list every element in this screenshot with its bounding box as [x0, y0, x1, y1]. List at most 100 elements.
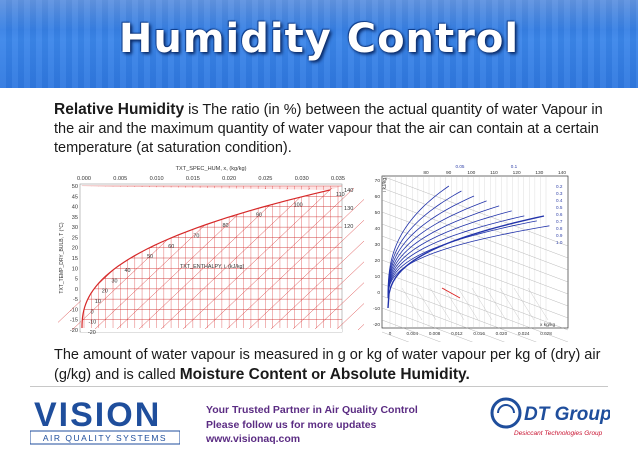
enthalpy-tick-label: 40: [124, 268, 130, 274]
marker-line: [441, 287, 461, 299]
x-tick-label: 0.015: [186, 176, 200, 182]
rh-curve: [387, 185, 450, 299]
enthalpy-line: [381, 223, 569, 295]
top-axis-label: TXT_SPEC_HUM, x, (kg/kg): [176, 166, 247, 172]
enthalpy-line: [381, 271, 569, 343]
x-tick-label: 0.028: [540, 331, 552, 336]
fog-line: [513, 287, 535, 321]
y-tick-label: 25: [72, 235, 78, 241]
y-tick-label: 20: [72, 246, 78, 252]
fog-line: [485, 287, 507, 321]
svg-text:Desiccant Technologies Group: Desiccant Technologies Group: [514, 430, 603, 437]
y-tick-label: 30: [375, 242, 381, 248]
x-axis-label: x kg/kg: [540, 322, 556, 328]
relative-humidity-definition: is The ratio (in %) between the actual q…: [54, 102, 603, 156]
y-tick-label: 10: [375, 274, 381, 280]
rh-curve: [387, 215, 525, 299]
fog-line: [401, 287, 423, 321]
enthalpy-tick-label: 90: [256, 213, 262, 219]
y-tick-label: 5: [75, 277, 78, 283]
mask: [81, 186, 330, 329]
svg-text:AIR QUALITY SYSTEMS: AIR QUALITY SYSTEMS: [43, 433, 167, 443]
absolute-humidity-term: Absolute Humidity.: [329, 366, 470, 383]
y-tick-label: 60: [375, 194, 381, 200]
x-tick-label: 0.016: [473, 331, 485, 336]
title-banner: Humidity Control: [0, 0, 638, 88]
enthalpy-tick-label: 20: [102, 289, 108, 295]
y-tick-label: -5: [73, 297, 78, 303]
fog-line: [415, 287, 437, 321]
y-tick-label: -10: [373, 306, 380, 312]
mask-bottom: [81, 329, 342, 332]
x-tick-label: 0.030: [295, 176, 309, 182]
y-tick-label: 0: [75, 287, 78, 293]
top-rh-label: 0.1: [511, 164, 518, 169]
saturation-curve: [81, 189, 331, 329]
relative-humidity-term: Relative Humidity: [54, 101, 185, 118]
x-tick-label: 0.012: [451, 331, 463, 336]
mollier-chart-blue: 80 90 100 110 120 130 140 0.05 0.1 70 60 50 40 30 20 10…: [368, 162, 586, 403]
footer-contact-text: Your Trusted Partner in Air Quality Cont…: [206, 403, 418, 447]
enthalpy-tick-label: -20: [88, 330, 96, 336]
y-tick-label: -20: [70, 328, 78, 334]
website-link[interactable]: www.visionaq.com: [206, 433, 301, 445]
y-tick-label: 0: [377, 290, 380, 296]
enthalpy-tick-label: 80: [223, 223, 229, 229]
psychrometric-chart-red: TXT_SPEC_HUM, x, (kg/kg) 0.000 0.005 0.010 0…: [49, 162, 531, 342]
y-axis-label: TXT_TEMP_DRY_BULB, T (°C): [59, 222, 65, 294]
y-tick-label: 45: [72, 194, 78, 200]
top-tick-label: 140: [558, 170, 566, 176]
follow-text: Please follow us for more updates: [206, 418, 377, 431]
enthalpy-line: [381, 187, 569, 259]
rh-tick-label: 0.7: [556, 219, 563, 224]
x-tick-label: 0.004: [407, 331, 419, 336]
y-tick-label: 40: [375, 226, 381, 232]
y-axis-label: i kJ/kg: [382, 178, 388, 192]
enthalpy-line: [137, 187, 289, 331]
y-tick-label: 35: [72, 215, 78, 221]
y-tick-label: 20: [375, 258, 381, 264]
enthalpy-line: [381, 259, 569, 331]
enthalpy-line: [225, 187, 377, 331]
rh-tick-label: 0.9: [556, 233, 563, 238]
right-tick-label: 130: [344, 206, 353, 212]
enthalpy-line: [203, 187, 355, 331]
y-tick-label: 50: [72, 184, 78, 190]
footer-divider: [30, 386, 608, 387]
or-word: or: [307, 367, 330, 383]
y-tick-label: 10: [72, 266, 78, 272]
rh-tick-label: 1.0: [556, 240, 563, 245]
rh-curve: [387, 210, 512, 299]
rh-curve: [387, 225, 550, 299]
x-tick-label: 0.020: [222, 176, 236, 182]
x-tick-label: 0.008: [429, 331, 441, 336]
right-tick-label: 120: [344, 224, 353, 230]
y-tick-label: 50: [375, 210, 381, 216]
fog-line: [471, 287, 493, 321]
enthalpy-line: [381, 235, 569, 307]
enthalpy-line: [159, 187, 311, 331]
y-tick-label: 15: [72, 256, 78, 262]
enthalpy-axis-label: TXT_ENTHALPY, i, (kJ/kg): [180, 264, 245, 270]
fog-line: [499, 287, 521, 321]
enthalpy-tick-label: 110: [336, 192, 345, 198]
slide-title: Humidity Control: [118, 16, 520, 62]
top-tick-label: 100: [467, 170, 475, 176]
enthalpy-tick-label: 10: [95, 299, 101, 305]
enthalpy-tick-label: 100: [294, 202, 303, 208]
enthalpy-line: [381, 175, 569, 247]
relative-humidity-paragraph: Relative Humidity is The ratio (in %) be…: [54, 100, 614, 158]
fog-line: [527, 287, 549, 321]
moisture-content-text: The amount of water vapour is measured i…: [54, 347, 601, 383]
rh-tick-label: 0.5: [556, 205, 563, 210]
rh-tick-label: 0.8: [556, 226, 563, 231]
enthalpy-tick-label: 70: [193, 233, 199, 239]
x-tick-label: 0.010: [150, 176, 164, 182]
y-tick-label: 70: [375, 178, 381, 184]
enthalpy-tick-label: -10: [88, 320, 96, 326]
enthalpy-tick-label: 30: [112, 278, 118, 284]
rh-tick-label: 0.3: [556, 191, 563, 196]
fog-line: [443, 287, 465, 321]
rh-curve: [387, 195, 475, 299]
x-tick-label: 0.005: [113, 176, 127, 182]
